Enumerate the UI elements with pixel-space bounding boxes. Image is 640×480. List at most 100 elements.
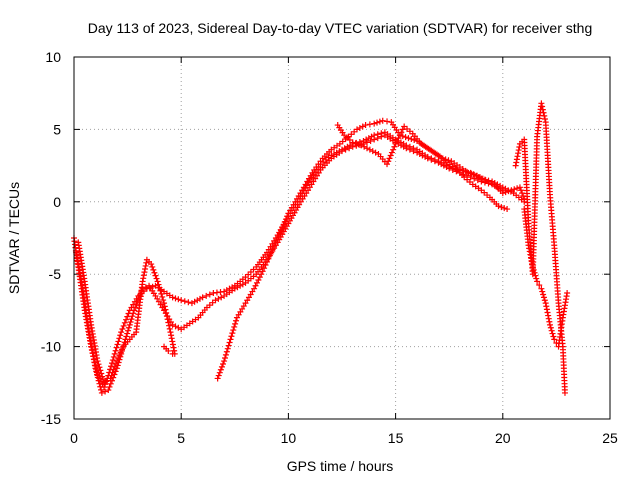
data-point [97,367,104,374]
data-point [93,368,100,375]
data-point [549,330,556,337]
data-point [402,134,409,141]
data-point [515,150,522,157]
data-point [465,169,472,176]
data-point [394,137,401,144]
data-point [96,364,103,371]
data-point [148,261,155,268]
data-point [140,275,147,282]
data-point [94,371,101,378]
data-point [129,313,136,320]
data-point [181,298,188,305]
data-point [550,333,557,340]
data-point [218,294,225,301]
data-point [118,329,125,336]
data-point [97,383,104,390]
data-point [252,282,259,289]
data-point [215,372,222,379]
data-point [155,281,162,288]
y-tick-label: 10 [45,49,61,65]
data-point [175,324,182,331]
data-point [548,327,555,334]
data-point [160,297,167,304]
data-point [541,297,548,304]
chart-title: Day 113 of 2023, Sidereal Day-to-day VTE… [88,20,592,36]
data-point [203,292,210,299]
data-point [216,369,223,376]
data-point [143,259,150,266]
data-point [534,278,541,285]
data-point [284,213,291,220]
data-point [104,377,111,384]
data-point [125,324,132,331]
data-point [342,146,349,153]
data-point [275,233,282,240]
series-track-7 [512,100,568,396]
data-point [551,336,558,343]
data-point [161,300,168,307]
data-point [281,219,288,226]
data-point [364,139,371,146]
data-point [263,258,270,265]
data-point [276,230,283,237]
data-point [527,254,534,261]
data-point [262,262,269,269]
data-point [112,347,119,354]
data-point [94,374,101,381]
data-point [526,248,533,255]
data-point [123,333,130,340]
data-point [102,388,109,395]
x-tick-label: 25 [602,430,618,446]
data-point [518,187,525,194]
data-point [538,285,545,292]
data-point [355,141,362,148]
data-point [545,312,552,319]
data-point [107,375,114,382]
data-point [162,306,169,313]
data-point [178,297,185,304]
data-point [390,146,397,153]
data-point [371,120,378,127]
data-point [266,252,273,259]
data-point [163,309,170,316]
data-point [172,323,179,330]
data-point [533,275,540,282]
data-point [163,313,170,320]
data-point [428,156,435,163]
data-point [516,143,523,150]
data-point [168,335,175,342]
data-point [142,262,149,269]
data-point [356,124,363,131]
data-point [230,327,237,334]
data-point [561,389,568,396]
data-point [539,288,546,295]
data-point [169,350,176,357]
data-point [120,322,127,329]
data-point [261,265,268,272]
data-point [111,363,118,370]
data-point [532,272,539,279]
data-point [185,299,192,306]
data-point [376,118,383,125]
data-point [379,117,386,124]
y-tick-label: -5 [49,266,62,282]
data-point [374,135,381,142]
data-point [166,325,173,332]
data-point [166,322,173,329]
data-point [512,162,519,169]
plot-frame [73,56,611,420]
data-point [225,342,232,349]
data-point [108,363,115,370]
data-point [142,266,149,273]
data-point [124,330,131,337]
data-point [399,133,406,140]
data-point [359,123,366,130]
data-point [169,294,176,301]
data-point [278,227,285,234]
x-tick-label: 10 [281,430,297,446]
data-point [269,246,276,253]
data-point [98,389,105,396]
data-point [525,242,532,249]
data-point [501,205,508,212]
